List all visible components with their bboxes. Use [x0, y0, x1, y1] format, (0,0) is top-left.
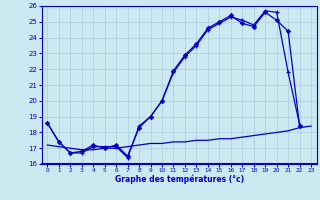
X-axis label: Graphe des températures (°c): Graphe des températures (°c): [115, 175, 244, 184]
